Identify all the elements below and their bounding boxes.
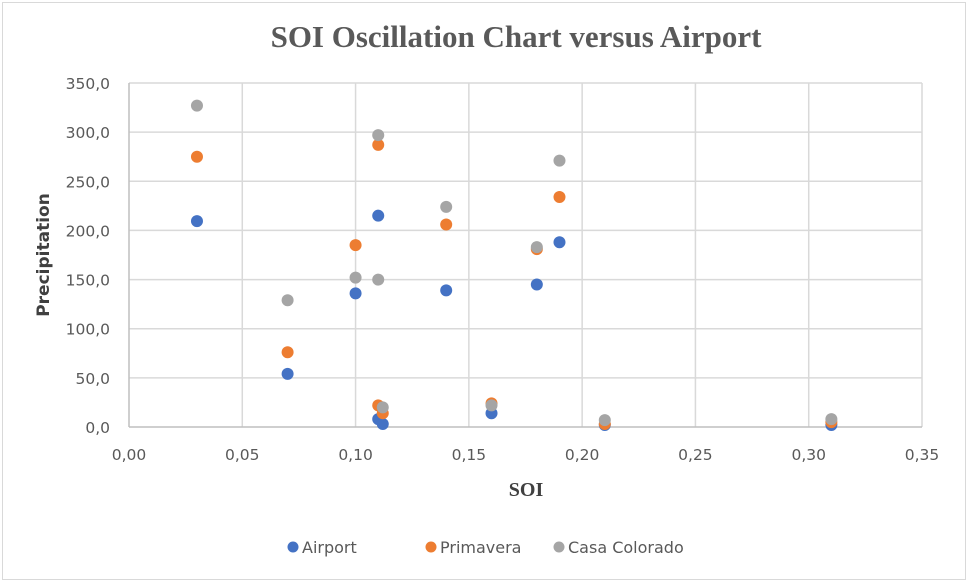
legend-marker [425, 541, 437, 553]
legend-marker [553, 541, 565, 553]
data-point [372, 138, 385, 151]
data-point [190, 215, 203, 228]
y-axis-tick-labels: 0,0 50,0 100,0 150,0 200,0 250,0 300,0 350,0 [66, 75, 110, 437]
legend-label: Casa Colorado [568, 538, 684, 557]
data-point [825, 413, 838, 426]
legend-label: Primavera [440, 538, 521, 557]
y-tick-label: 50,0 [75, 370, 110, 388]
data-point [372, 273, 385, 286]
data-point [440, 218, 453, 231]
series-primavera [190, 138, 838, 431]
legend-label: Airport [302, 538, 357, 557]
y-tick-label: 300,0 [66, 124, 110, 142]
x-tick-label: 0,15 [452, 446, 487, 464]
data-point [376, 401, 389, 414]
legend-marker [287, 541, 299, 553]
data-point [349, 239, 362, 252]
data-point [376, 418, 389, 431]
data-point [349, 271, 362, 284]
series-airport [190, 209, 838, 432]
y-tick-label: 150,0 [66, 272, 110, 290]
x-tick-label: 0,00 [112, 446, 147, 464]
data-point [281, 367, 294, 380]
gridlines [128, 82, 923, 428]
chart-title: SOI Oscillation Chart versus Airport [271, 19, 763, 54]
data-point [530, 278, 543, 291]
data-point [440, 200, 453, 213]
y-tick-label: 0,0 [85, 419, 110, 437]
data-point [440, 284, 453, 297]
x-tick-label: 0,35 [905, 446, 940, 464]
data-point [553, 154, 566, 167]
data-point [372, 209, 385, 222]
x-tick-label: 0,30 [791, 446, 826, 464]
y-axis-title: Precipitation [34, 193, 54, 317]
data-point [281, 346, 294, 359]
data-point [553, 236, 566, 249]
data-point [190, 99, 203, 112]
data-point [372, 129, 385, 142]
x-tick-label: 0,20 [565, 446, 600, 464]
data-points [190, 99, 838, 432]
x-tick-label: 0,25 [678, 446, 713, 464]
y-tick-label: 350,0 [66, 75, 110, 93]
data-point [530, 241, 543, 254]
x-axis-tick-labels: 0,00 0,05 0,10 0,15 0,20 0,25 0,30 0,35 [112, 446, 940, 464]
x-axis-title: SOI [509, 479, 544, 501]
y-tick-label: 250,0 [66, 173, 110, 191]
data-point [553, 191, 566, 204]
data-point [281, 294, 294, 307]
data-point [485, 399, 498, 412]
x-tick-label: 0,10 [338, 446, 373, 464]
legend-item: Casa Colorado [553, 538, 684, 557]
x-tick-label: 0,05 [225, 446, 260, 464]
legend-item: Primavera [425, 538, 521, 557]
y-tick-label: 200,0 [66, 222, 110, 240]
legend-item: Airport [287, 538, 357, 557]
y-tick-label: 100,0 [66, 321, 110, 339]
data-point [349, 287, 362, 300]
data-point [598, 414, 611, 427]
series-casa-colorado [190, 99, 838, 427]
data-point [190, 150, 203, 163]
legend: Airport Primavera Casa Colorado [287, 538, 684, 557]
